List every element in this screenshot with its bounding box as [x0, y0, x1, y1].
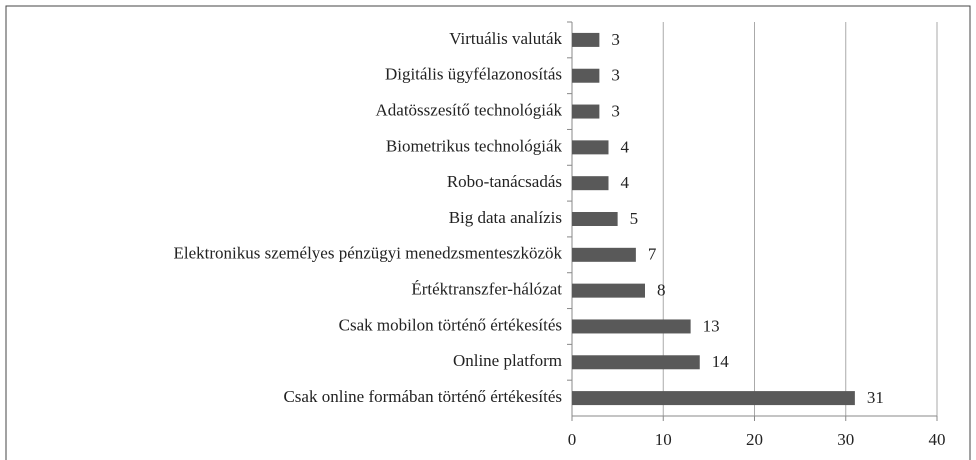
bar [572, 140, 609, 155]
value-label: 4 [621, 173, 630, 192]
bar [572, 319, 691, 334]
y-tick-label: Értéktranszfer-hálózat [411, 280, 562, 299]
bar [572, 355, 700, 370]
value-label: 31 [867, 388, 884, 407]
value-label: 5 [630, 209, 639, 228]
bar [572, 68, 600, 83]
value-label: 3 [611, 30, 620, 49]
y-tick-label: Virtuális valuták [449, 29, 562, 48]
value-label: 3 [611, 101, 620, 120]
x-tick-label: 40 [929, 430, 946, 449]
value-label: 14 [712, 352, 730, 371]
bar [572, 104, 600, 119]
value-label: 7 [648, 245, 657, 264]
y-tick-label: Robo-tanácsadás [447, 172, 562, 191]
y-tick-label: Online platform [453, 351, 562, 370]
y-tick-label: Csak online formában történő értékesítés [283, 387, 562, 406]
value-label: 13 [703, 316, 720, 335]
x-tick-label: 0 [568, 430, 577, 449]
value-label: 8 [657, 281, 666, 300]
x-tick-label: 30 [837, 430, 854, 449]
bar [572, 247, 636, 262]
x-tick-label: 10 [655, 430, 672, 449]
y-tick-label: Elektronikus személyes pénzügyi menedzsm… [173, 244, 562, 263]
y-tick-label: Csak mobilon történő értékesítés [339, 315, 562, 334]
bar [572, 283, 645, 298]
bar [572, 212, 618, 226]
bar [572, 32, 600, 47]
y-tick-label: Big data analízis [449, 208, 562, 227]
y-tick-label: Adatösszesítő technológiák [376, 100, 563, 119]
y-tick-label: Digitális ügyfélazonosítás [385, 65, 562, 84]
x-tick-label: 20 [746, 430, 763, 449]
value-label: 4 [621, 137, 630, 156]
bar [572, 391, 855, 406]
bar [572, 176, 609, 191]
value-label: 3 [611, 66, 620, 85]
y-tick-label: Biometrikus technológiák [386, 136, 563, 155]
chart-frame [5, 5, 971, 460]
